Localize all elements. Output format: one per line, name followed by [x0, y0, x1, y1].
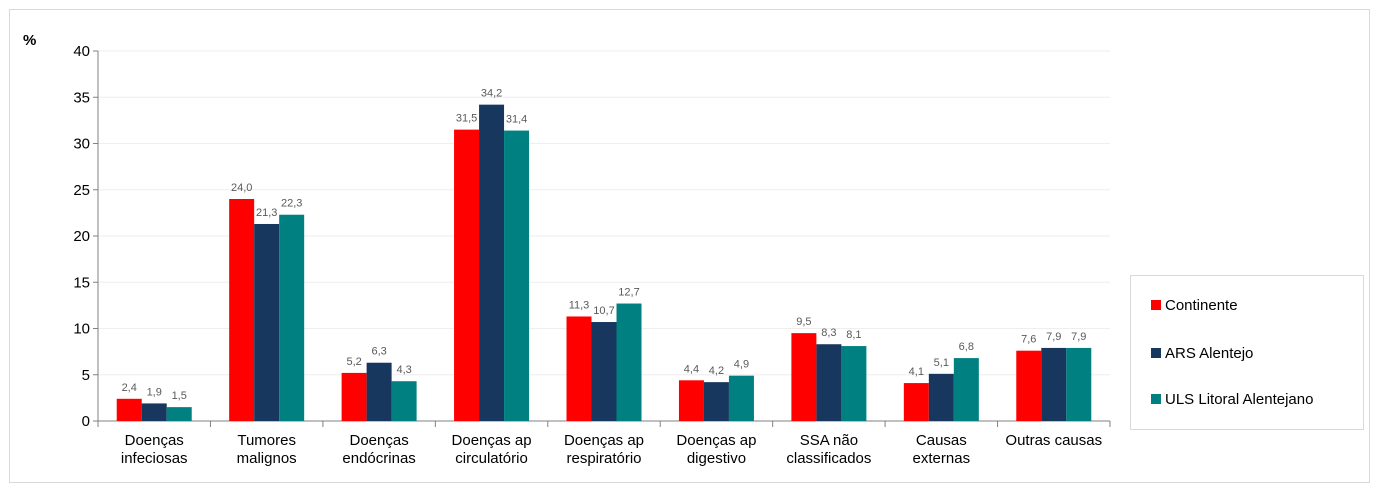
y-tick-label: 0	[82, 413, 90, 430]
data-label: 4,1	[909, 366, 924, 378]
y-tick-label: 5	[82, 367, 90, 384]
x-category-label: Doenças ap	[452, 432, 532, 449]
bar	[816, 344, 842, 421]
x-category-label: digestivo	[687, 450, 746, 467]
x-category-label: Causas	[916, 432, 967, 449]
bar	[1041, 347, 1067, 421]
y-tick-label: 35	[73, 89, 90, 106]
bar	[841, 346, 867, 421]
x-category-label: endócrinas	[342, 450, 415, 467]
x-category-label: Tumores	[237, 432, 296, 449]
bar	[279, 214, 305, 421]
y-axis-label: %	[23, 32, 36, 49]
chart-legend: Continente ARS Alentejo ULS Litoral Alen…	[1130, 275, 1364, 430]
bar	[953, 358, 979, 421]
data-label: 7,6	[1021, 334, 1036, 346]
data-label: 10,7	[593, 305, 614, 317]
data-label: 5,2	[346, 356, 361, 368]
legend-swatch-ars-alentejo	[1151, 348, 1161, 358]
data-label: 22,3	[281, 198, 302, 210]
bar	[254, 223, 280, 421]
data-label: 4,4	[684, 363, 699, 375]
y-tick-label: 20	[73, 228, 90, 245]
bar	[454, 129, 480, 421]
data-label: 4,9	[734, 359, 749, 371]
data-label: 31,5	[456, 113, 477, 125]
bar	[141, 403, 167, 421]
bar	[1016, 350, 1042, 421]
x-category-label: Doenças	[125, 432, 184, 449]
bar	[1066, 347, 1092, 421]
bar	[166, 407, 192, 421]
y-tick-label: 40	[73, 43, 90, 60]
bar	[703, 382, 729, 421]
data-label: 6,8	[959, 341, 974, 353]
data-label: 34,2	[481, 88, 502, 100]
bar	[229, 199, 255, 421]
x-category-label: respiratório	[566, 450, 641, 467]
bar	[928, 373, 954, 421]
legend-item-uls-litoral-alentejano: ULS Litoral Alentejano	[1151, 389, 1313, 409]
legend-label-uls-litoral-alentejano: ULS Litoral Alentejano	[1165, 390, 1314, 408]
bar	[678, 380, 704, 421]
bar	[391, 381, 417, 421]
x-category-label: SSA não	[800, 432, 858, 449]
legend-label-continente: Continente	[1165, 296, 1238, 314]
data-label: 5,1	[934, 357, 949, 369]
x-category-label: Doenças ap	[676, 432, 756, 449]
chart-frame	[9, 9, 1370, 483]
data-label: 1,9	[147, 386, 162, 398]
legend-swatch-uls-litoral-alentejano	[1151, 394, 1161, 404]
bar	[504, 130, 530, 422]
x-category-label: malignos	[237, 450, 297, 467]
x-category-label: externas	[913, 450, 971, 467]
bar	[479, 104, 505, 422]
x-category-label: Outras causas	[1005, 432, 1102, 449]
data-label: 24,0	[231, 182, 252, 194]
data-label: 7,9	[1046, 331, 1061, 343]
bar	[366, 362, 392, 421]
data-label: 4,3	[396, 364, 411, 376]
x-category-label: classificados	[786, 450, 871, 467]
data-label: 2,4	[122, 382, 137, 394]
data-label: 21,3	[256, 207, 277, 219]
x-category-label: circulatório	[455, 450, 528, 467]
bar	[791, 333, 817, 421]
data-label: 9,5	[796, 316, 811, 328]
bar	[903, 383, 929, 421]
y-tick-label: 15	[73, 274, 90, 291]
data-label: 8,3	[821, 327, 836, 339]
legend-label-ars-alentejo: ARS Alentejo	[1165, 344, 1254, 362]
bar	[591, 322, 617, 421]
x-category-label: Doenças ap	[564, 432, 644, 449]
bar	[341, 372, 367, 421]
legend-item-continente: Continente	[1151, 295, 1238, 315]
x-category-label: Doenças	[350, 432, 409, 449]
x-category-label: infeciosas	[121, 450, 188, 467]
bar	[616, 303, 642, 421]
bar	[728, 375, 754, 421]
bar	[566, 316, 592, 421]
data-label: 8,1	[846, 329, 861, 341]
legend-item-ars-alentejo: ARS Alentejo	[1151, 343, 1253, 363]
data-label: 6,3	[371, 346, 386, 358]
data-label: 7,9	[1071, 331, 1086, 343]
y-tick-label: 10	[73, 321, 90, 338]
data-label: 1,5	[172, 390, 187, 402]
data-label: 12,7	[618, 287, 639, 299]
data-label: 4,2	[709, 365, 724, 377]
bar	[116, 398, 142, 421]
legend-swatch-continente	[1151, 300, 1161, 310]
data-label: 31,4	[506, 114, 527, 126]
y-tick-label: 25	[73, 182, 90, 199]
y-tick-label: 30	[73, 136, 90, 153]
data-label: 11,3	[569, 299, 590, 311]
